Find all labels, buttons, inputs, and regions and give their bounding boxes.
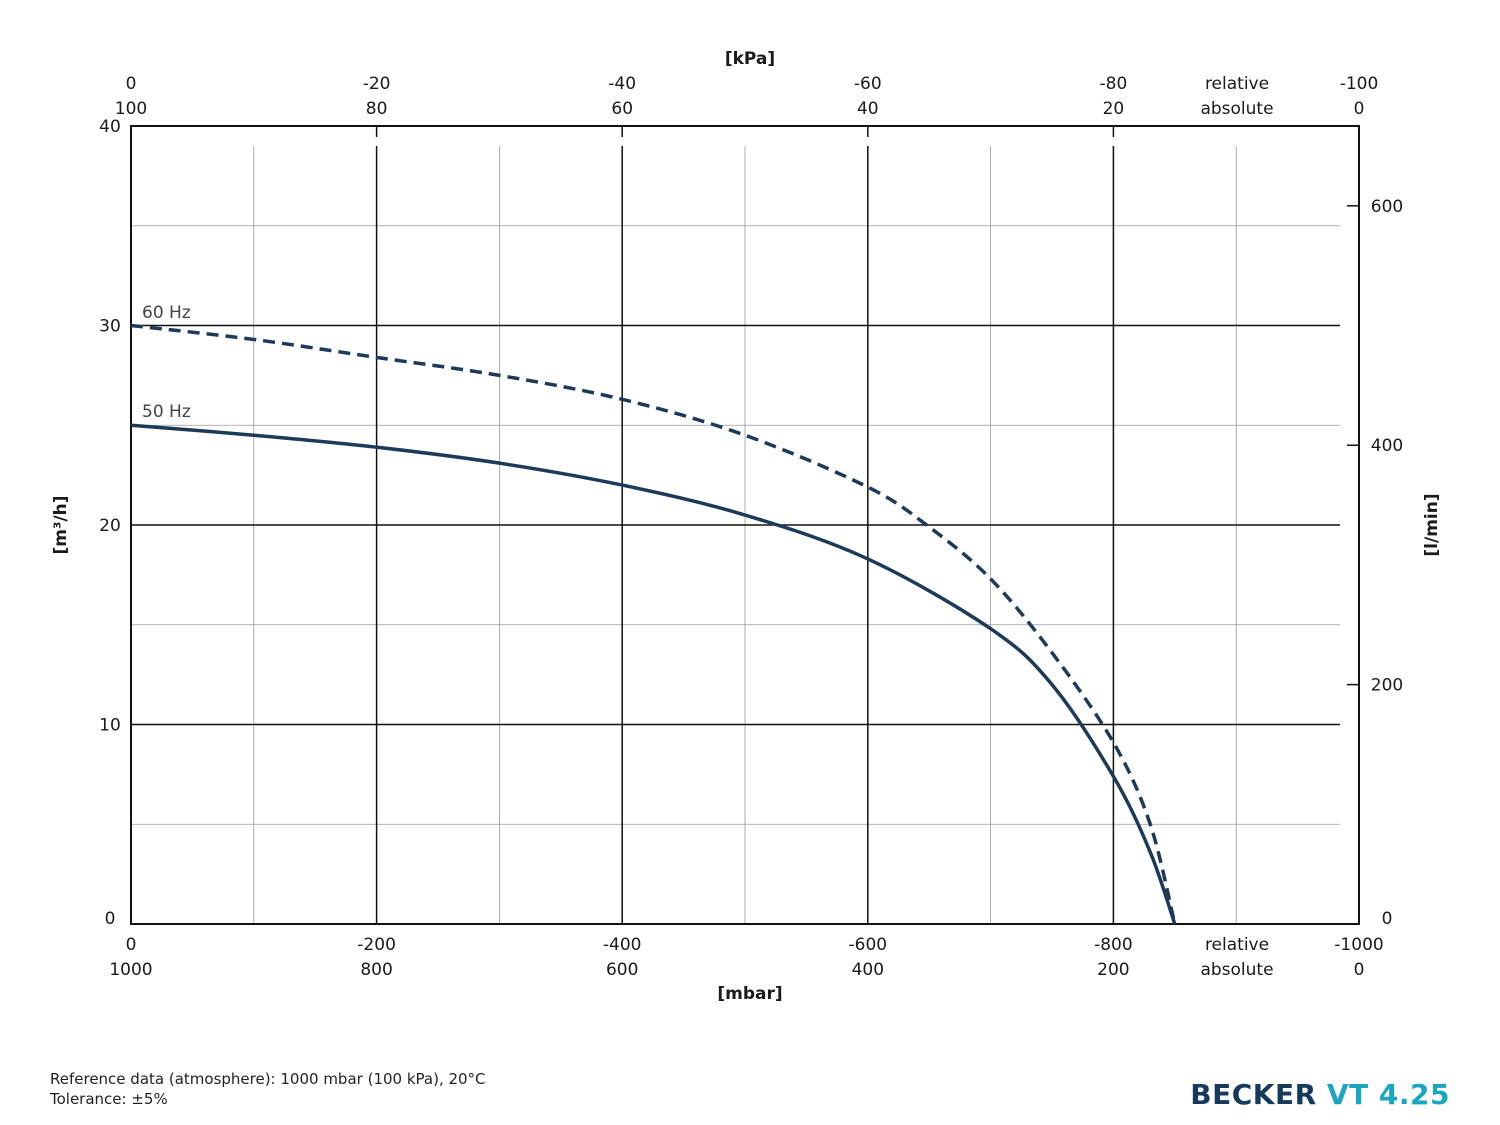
top-tick-label-relative: -40 [608, 74, 636, 94]
x-tick-label-relative: -1000 [1334, 935, 1383, 955]
y-tick-label: 0 [105, 909, 116, 929]
logo-brand: BECKER [1190, 1078, 1317, 1111]
x-tick-label-relative: -800 [1094, 935, 1133, 955]
top-axis-label: [kPa] [725, 49, 775, 69]
top-tick-label-relative: -100 [1340, 74, 1379, 94]
top-tick-label-absolute: 40 [857, 99, 879, 119]
y2-tick-label: 600 [1371, 197, 1403, 217]
reference-note: Reference data (atmosphere): 1000 mbar (… [50, 1070, 486, 1088]
top-tick-label-absolute: 0 [1354, 99, 1365, 119]
logo: BECKER VT 4.25 [1190, 1078, 1450, 1111]
bottom-relative-label: relative [1205, 935, 1269, 955]
x-tick-label-absolute: 600 [606, 960, 638, 980]
top-tick-label-relative: -20 [363, 74, 391, 94]
top-tick-label-relative: -80 [1100, 74, 1128, 94]
y2-tick-label: 200 [1371, 676, 1403, 696]
top-tick-label-absolute: 20 [1103, 99, 1125, 119]
top-tick-label-absolute: 60 [611, 99, 633, 119]
x-tick-label-relative: -400 [603, 935, 642, 955]
top-absolute-label: absolute [1200, 99, 1273, 119]
curve-60hz [130, 323, 1177, 925]
x-axis-label: [mbar] [717, 984, 782, 1004]
y-tick-label: 20 [99, 516, 121, 536]
x-tick-label-absolute: 400 [852, 960, 884, 980]
curve-50hz [130, 423, 1177, 925]
series-label-50hz: 50 Hz [142, 402, 191, 422]
x-tick-label-relative: 0 [126, 935, 137, 955]
y2-tick-label: 400 [1371, 436, 1403, 456]
top-tick-label-absolute: 80 [366, 99, 388, 119]
x-tick-label-absolute: 0 [1354, 960, 1365, 980]
logo-model: VT 4.25 [1326, 1078, 1450, 1111]
x-tick-label-relative: -200 [357, 935, 396, 955]
y-tick-label: 30 [99, 317, 121, 337]
top-relative-label: relative [1205, 74, 1269, 94]
y2-tick-label: 0 [1382, 909, 1393, 929]
y-tick-label: 10 [99, 716, 121, 736]
x-tick-label-relative: -600 [849, 935, 888, 955]
bottom-absolute-label: absolute [1200, 960, 1273, 980]
plot-frame [130, 125, 1360, 925]
y2-axis-label: [l/min] [1422, 493, 1442, 556]
series-label-60hz: 60 Hz [142, 303, 191, 323]
x-tick-label-absolute: 800 [360, 960, 392, 980]
tolerance-note: Tolerance: ±5% [50, 1090, 168, 1108]
top-tick-label-absolute: 100 [115, 99, 147, 119]
y-tick-label: 40 [99, 117, 121, 137]
top-tick-label-relative: -60 [854, 74, 882, 94]
top-tick-label-relative: 0 [126, 74, 137, 94]
y-axis-label: [m³/h] [51, 495, 71, 554]
x-tick-label-absolute: 1000 [109, 960, 152, 980]
x-tick-label-absolute: 200 [1097, 960, 1129, 980]
